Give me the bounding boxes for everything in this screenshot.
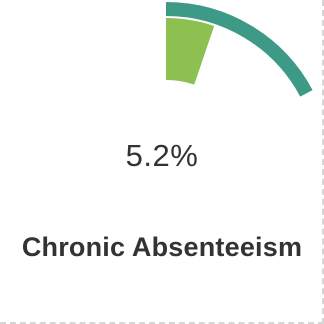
metric-value: 5.2% <box>125 138 199 173</box>
gauge-value-wedge <box>166 18 215 85</box>
gauge-track-arc <box>165 2 313 97</box>
metric-label: Chronic Absenteeism <box>21 232 303 262</box>
